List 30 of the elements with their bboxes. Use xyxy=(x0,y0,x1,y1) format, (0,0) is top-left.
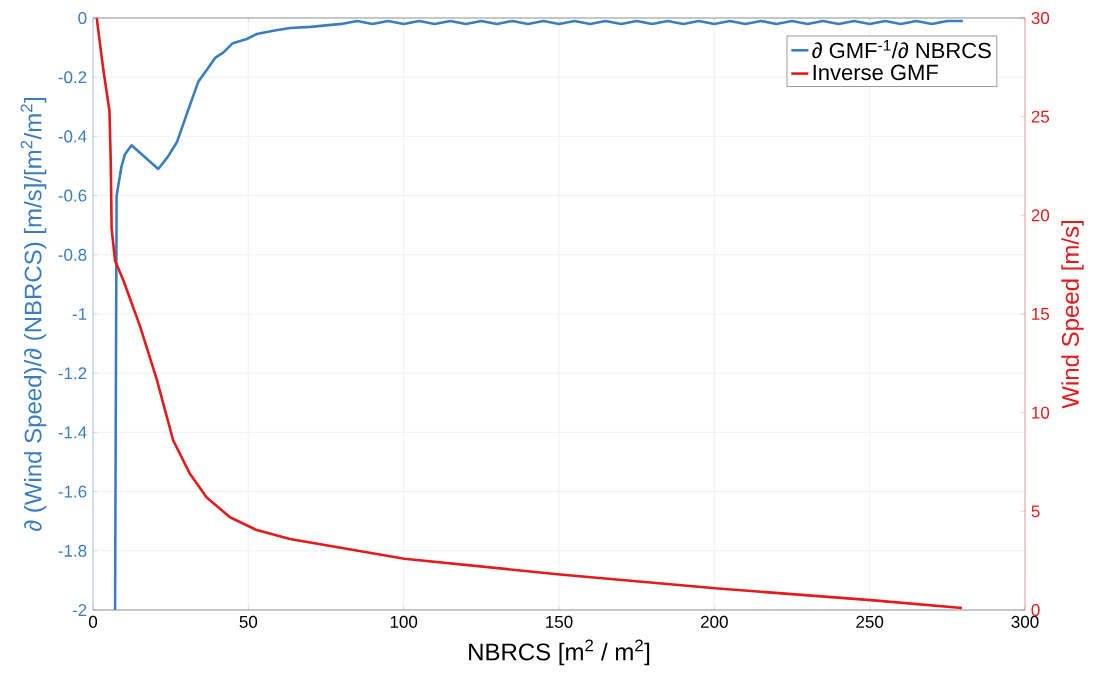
y2-tick-label: 30 xyxy=(1031,11,1050,25)
y2-tick-label: 5 xyxy=(1031,505,1040,518)
x-axis-title: NBRCS [m$^{2}$ / m$^{2}$] xyxy=(469,639,650,666)
y2-axis-title: Wind Speed [m/s] xyxy=(1061,221,1084,409)
y-tick-label: -0.6 xyxy=(58,189,87,202)
y2-tick-label: 25 xyxy=(1031,110,1050,123)
y-tick-label: 0 xyxy=(78,11,87,25)
x-tick-label: 200 xyxy=(701,615,728,628)
x-tick-label: 100 xyxy=(390,615,418,628)
y-tick-label: -1.4 xyxy=(58,426,87,439)
legend-label: ∂ GMF$^{-1}$/∂ NBRCS xyxy=(812,39,991,59)
x-tick-label: 300 xyxy=(1011,615,1039,628)
y2-tick-label: 0 xyxy=(1031,603,1040,617)
y-tick-label: -1.6 xyxy=(58,485,87,498)
y-tick-label: -0.2 xyxy=(58,71,87,84)
y2-tick-label: 10 xyxy=(1032,406,1050,419)
y-tick-label: -0.8 xyxy=(58,248,87,261)
y-tick-label: -0.4 xyxy=(58,130,87,143)
y-axis-title: ∂ (Wind Speed)/∂ (NBRCS) [m/s]/[m$^{2}$/m$^{2}$] xyxy=(20,97,47,532)
y-tick-label: -2 xyxy=(72,604,87,616)
y2-tick-label: 15 xyxy=(1032,308,1050,320)
y2-tick-label: 20 xyxy=(1031,209,1050,222)
y-tick-label: -1.8 xyxy=(58,544,87,557)
y-tick-label: -1 xyxy=(72,308,87,320)
y-tick-label: -1.2 xyxy=(58,367,87,380)
x-tick-label: 0 xyxy=(88,615,98,628)
x-tick-label: 50 xyxy=(239,615,258,628)
legend-label: Inverse GMF xyxy=(813,64,938,81)
x-tick-label: 150 xyxy=(546,615,573,628)
x-tick-label: 250 xyxy=(856,615,884,628)
